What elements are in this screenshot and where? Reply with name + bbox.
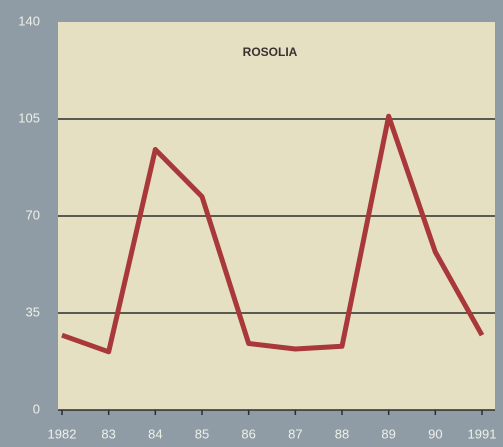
- y-tick-label: 70: [26, 207, 40, 222]
- x-tick-label: 86: [241, 426, 255, 441]
- y-tick-label: 0: [33, 401, 40, 416]
- x-tick-label: 87: [288, 426, 302, 441]
- y-tick-label: 105: [18, 110, 40, 125]
- data-line: [61, 113, 485, 355]
- y-tick-label: 140: [18, 13, 40, 28]
- x-tick-label: 88: [335, 426, 349, 441]
- x-tick-label: 84: [148, 426, 162, 441]
- x-tick-label: 90: [428, 426, 442, 441]
- x-tick-label: 1982: [48, 426, 77, 441]
- x-tick-label: 85: [195, 426, 209, 441]
- y-tick-label: 35: [26, 304, 40, 319]
- x-tick-label: 83: [101, 426, 115, 441]
- x-tick-label: 89: [381, 426, 395, 441]
- chart-title: ROSOLIA: [243, 45, 298, 59]
- x-tick-label: 1991: [468, 426, 497, 441]
